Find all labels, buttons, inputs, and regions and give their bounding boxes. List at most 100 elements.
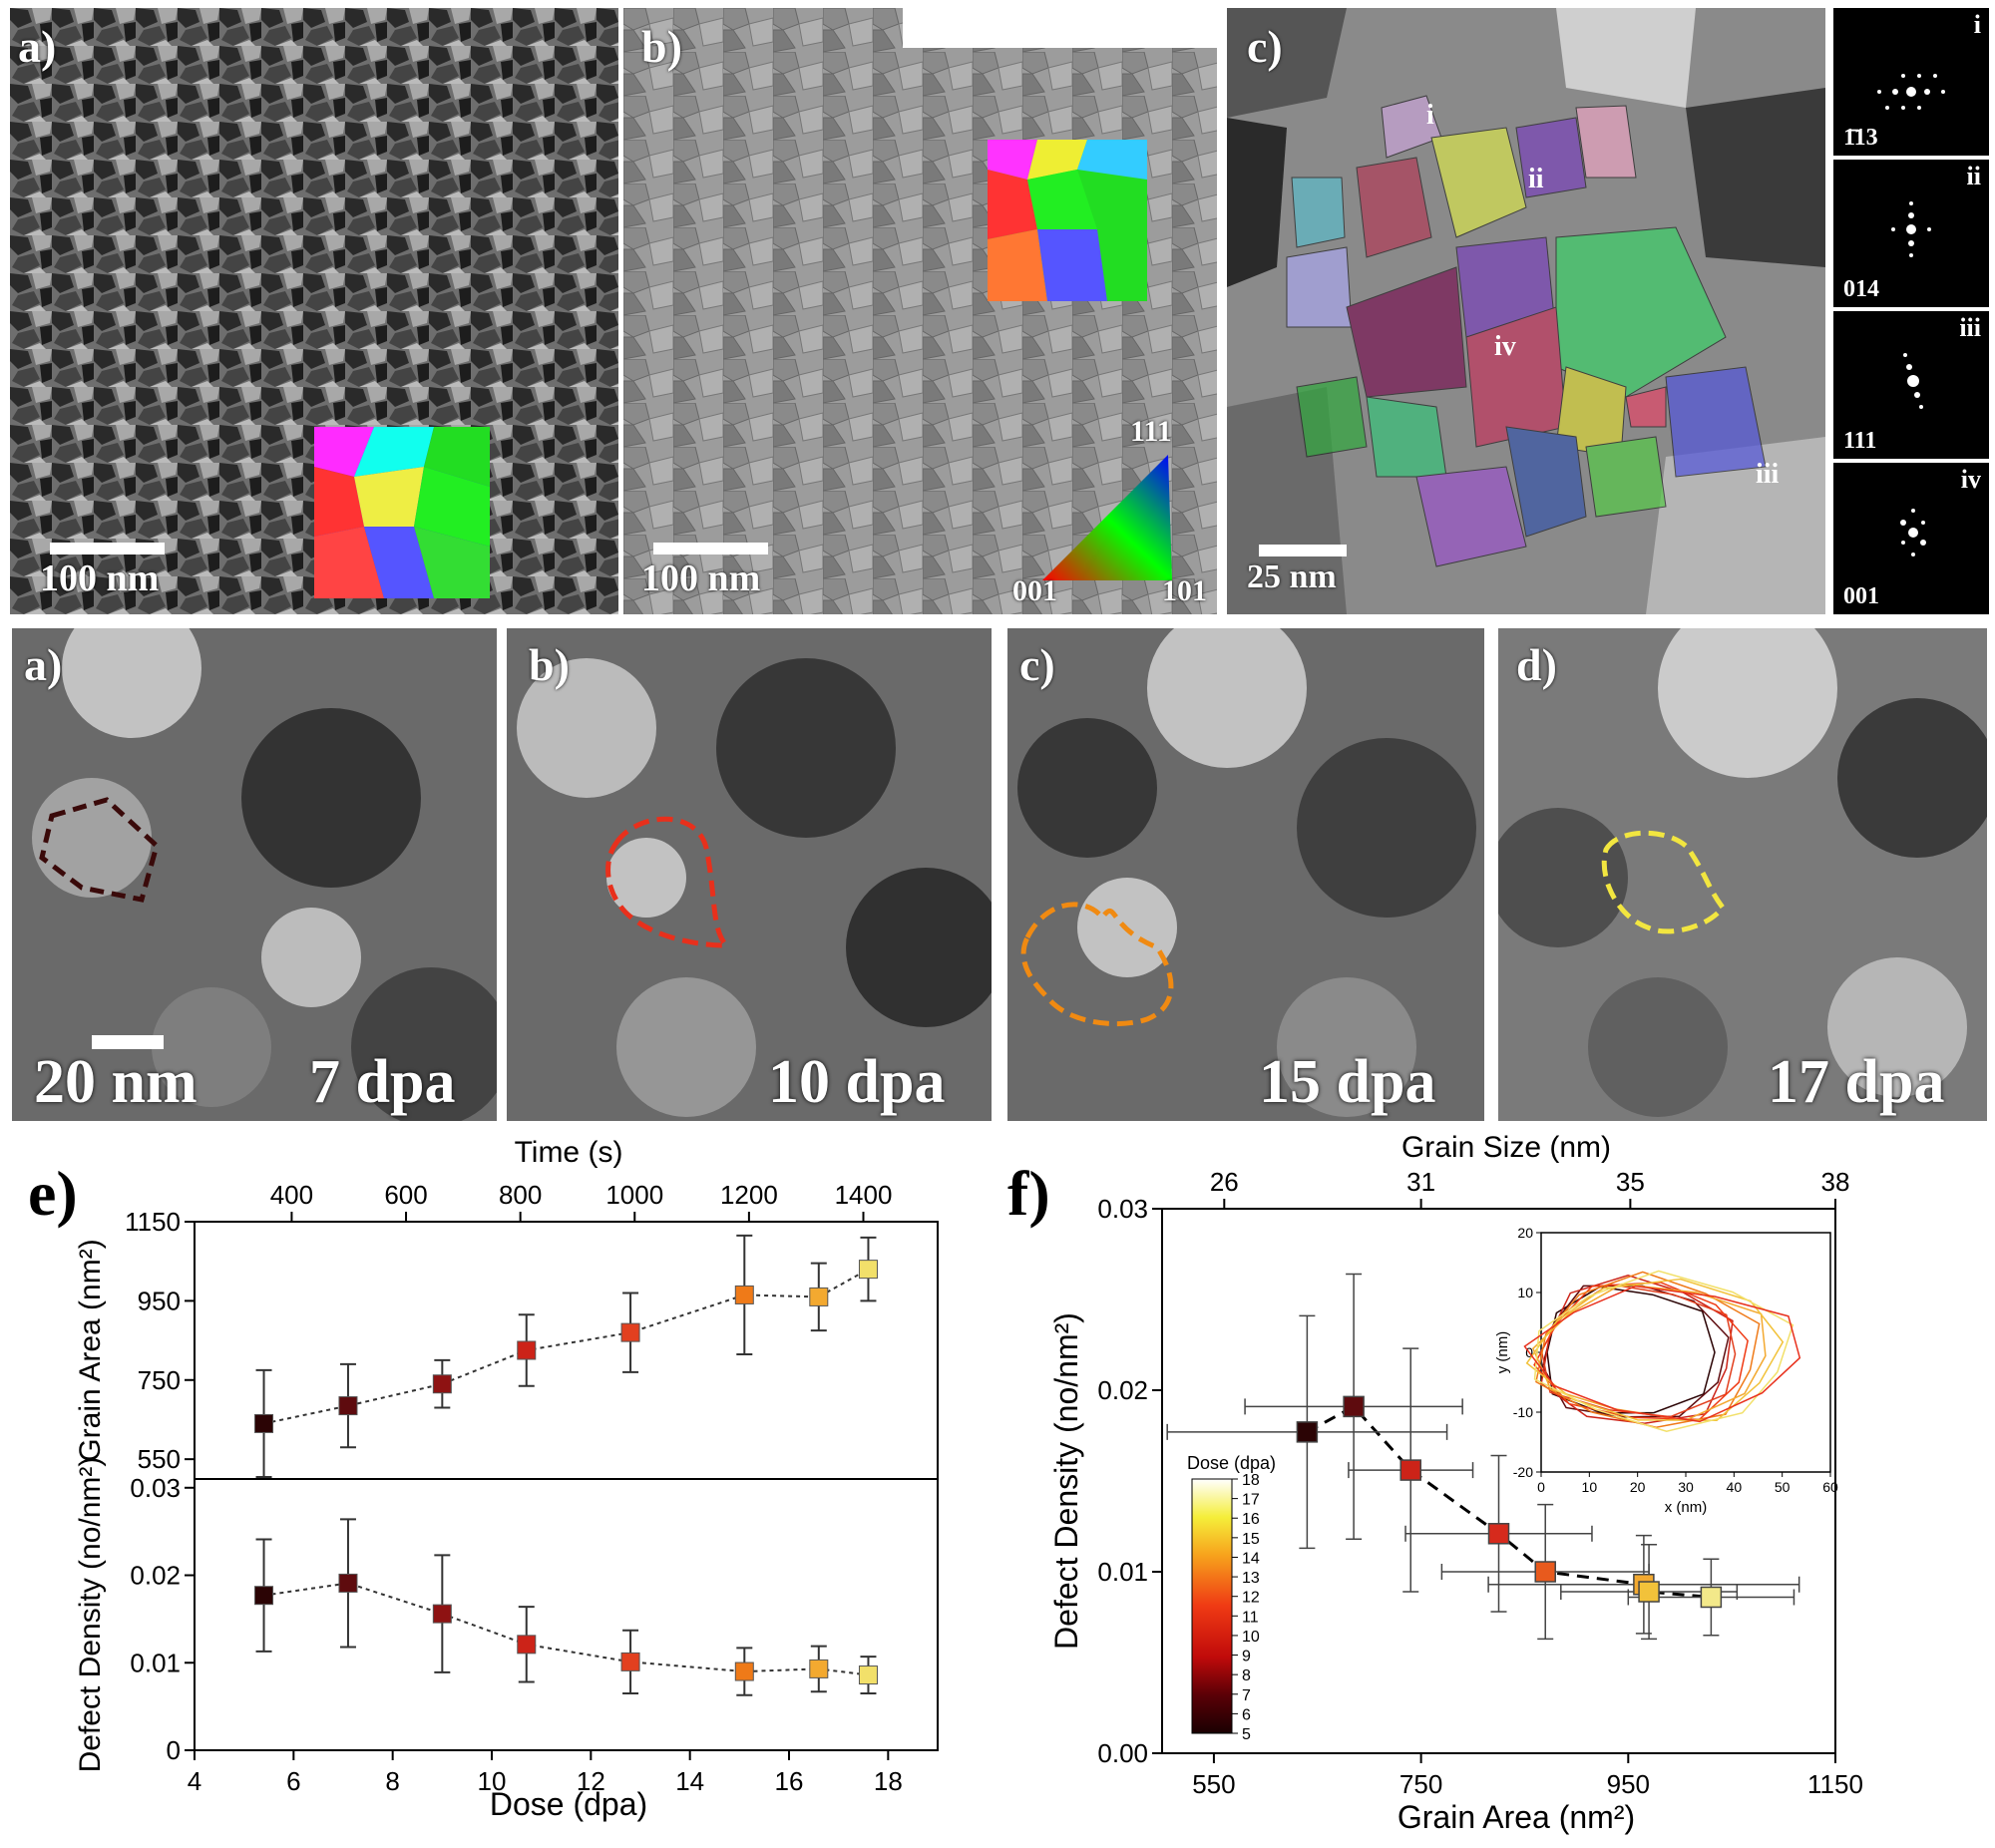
dose-tick-label: 16 — [775, 1766, 804, 1796]
inset-contour — [1523, 1285, 1801, 1423]
grain-area-point — [734, 1285, 754, 1304]
colorbar-tick-label: 17 — [1242, 1492, 1260, 1509]
saed-zone-ii: 014 — [1843, 276, 1879, 302]
grain-size-tick-label: 26 — [1210, 1167, 1239, 1197]
f-density-axis-label: Defect Density (no/nm²) — [1048, 1312, 1084, 1650]
colorbar-tick-label: 13 — [1242, 1570, 1260, 1587]
inset-x-tick-label: 20 — [1630, 1479, 1646, 1495]
saed-zone-iii: 111 — [1843, 428, 1877, 454]
grain-outline-d — [1601, 830, 1727, 934]
defect-density-point — [432, 1604, 452, 1624]
chart-f-frame — [1161, 1208, 1836, 1754]
dose-image-b — [507, 628, 992, 1121]
scale-bar-20nm — [92, 1035, 164, 1049]
defect-density-point — [338, 1573, 358, 1593]
inset-contour — [1533, 1282, 1749, 1421]
time-tick-label: 1200 — [720, 1180, 778, 1210]
tem-panel-a: a) 100 nm — [10, 8, 618, 614]
grain-area-line — [263, 1268, 869, 1425]
saed-roman-iv: iv — [1960, 465, 1981, 494]
defect-density-point — [517, 1635, 537, 1655]
defect-density-point — [620, 1652, 640, 1671]
density-tick-label: 0 — [167, 1735, 181, 1765]
panel-label-a: a) — [18, 21, 57, 72]
dose-image-d — [1498, 628, 1987, 1121]
dose-tick-label: 8 — [385, 1766, 399, 1796]
f-point — [1296, 1421, 1319, 1443]
colorbar-tick-label: 18 — [1242, 1472, 1260, 1489]
dose-label-a: a) — [24, 639, 63, 690]
scale-bar-b — [653, 543, 768, 554]
saed-pattern-ii: ii 014 — [1833, 160, 1989, 307]
defect-density-point — [254, 1586, 274, 1606]
dose-text-d: 17 dpa — [1768, 1048, 1945, 1116]
colorbar-tick-label: 6 — [1242, 1706, 1251, 1723]
defect-density-point — [858, 1665, 878, 1685]
density-tick-label: 0.03 — [130, 1473, 181, 1503]
saed-roman-ii: ii — [1966, 162, 1981, 190]
colorbar — [1191, 1478, 1233, 1734]
grain-area-tick-label: 550 — [1192, 1769, 1235, 1799]
dose-tick-label: 14 — [675, 1766, 704, 1796]
dose-tick-label: 12 — [577, 1766, 605, 1796]
dose-label-b: b) — [529, 639, 570, 690]
f-density-tick-label: 0.02 — [1097, 1375, 1148, 1405]
scale-bar-a — [50, 543, 165, 554]
triangle-label-111: 111 — [1130, 415, 1172, 448]
inset-x-tick-label: 10 — [1582, 1479, 1598, 1495]
grain-outline-c — [1020, 902, 1174, 1027]
inset-y-label: y (nm) — [1494, 1331, 1511, 1374]
inset-x-tick-label: 40 — [1727, 1479, 1743, 1495]
grain-outline-a — [39, 797, 160, 903]
dose-frame-a: a) 20 nm 7 dpa — [12, 628, 497, 1121]
density-tick-label: 0.01 — [130, 1648, 181, 1677]
grain-size-tick-label: 35 — [1616, 1167, 1645, 1197]
colorbar-tick-label: 11 — [1242, 1609, 1259, 1626]
time-axis-label: Time (s) — [515, 1136, 623, 1169]
inset-y-tick-label: 10 — [1517, 1285, 1533, 1300]
inset-contour — [1533, 1270, 1795, 1433]
defect-density-point — [734, 1662, 754, 1681]
grain-area-point — [254, 1413, 274, 1433]
ipf-color-triangle — [1042, 455, 1172, 580]
scale-text-c: 25 nm — [1247, 558, 1337, 595]
grain-label-iii: iii — [1756, 459, 1780, 490]
dose-text-b: 10 dpa — [768, 1048, 946, 1116]
grain-label-i: i — [1426, 100, 1434, 131]
area-axis-label: Grain Area (nm²) — [74, 1239, 107, 1461]
saed-pattern-i: i 1̄13 — [1833, 8, 1989, 156]
dose-frame-d: d) 17 dpa — [1498, 628, 1987, 1121]
saed-roman-iii: iii — [1959, 313, 1981, 342]
colorbar-tick-label: 10 — [1242, 1629, 1260, 1646]
tem-image-b — [623, 8, 1217, 614]
dose-tick-label: 18 — [874, 1766, 903, 1796]
dose-tick-label: 10 — [478, 1766, 507, 1796]
inset-contour — [1535, 1271, 1761, 1428]
scale-bar-c — [1259, 545, 1347, 556]
grain-size-tick-label: 38 — [1821, 1167, 1850, 1197]
area-tick-label: 550 — [138, 1444, 181, 1474]
dose-tick-label: 4 — [188, 1766, 201, 1796]
inset-y-tick-label: 20 — [1517, 1225, 1533, 1241]
time-tick-label: 1400 — [835, 1180, 893, 1210]
chart-label-f: f) — [1007, 1158, 1050, 1229]
f-density-tick-label: 0.00 — [1097, 1738, 1148, 1768]
chart-e-frame — [194, 1221, 939, 1751]
inset-frame — [1540, 1232, 1831, 1473]
dose-text-c: 15 dpa — [1259, 1048, 1436, 1116]
dose-text-a: 7 dpa — [309, 1048, 456, 1116]
chart-label-e: e) — [28, 1158, 78, 1229]
saed-zone-i: 1̄13 — [1843, 125, 1878, 151]
defect-density-point — [809, 1659, 829, 1678]
triangle-label-101: 101 — [1162, 574, 1207, 607]
inset-x-label: x (nm) — [1665, 1499, 1708, 1516]
grain-area-point — [620, 1322, 640, 1342]
density-tick-label: 0.02 — [130, 1561, 181, 1591]
inset-contour — [1540, 1275, 1734, 1424]
f-point — [1343, 1395, 1365, 1418]
triangle-label-001: 001 — [1012, 574, 1057, 607]
colorbar-tick-label: 16 — [1242, 1511, 1260, 1528]
inset-x-tick-label: 50 — [1775, 1479, 1791, 1495]
grain-area-tick-label: 950 — [1607, 1769, 1650, 1799]
